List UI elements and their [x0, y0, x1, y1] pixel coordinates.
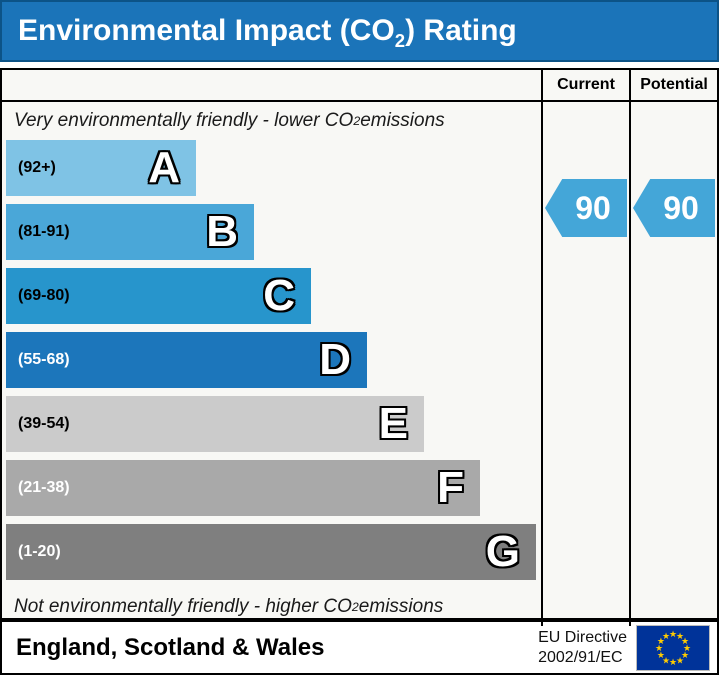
eu-flag-star: ★ [676, 631, 684, 641]
rating-band: (1-20) G [6, 524, 536, 580]
eu-flag-star: ★ [681, 650, 689, 660]
eu-flag-star: ★ [662, 631, 670, 641]
band-letter: D [319, 335, 351, 384]
rating-band: (81-91) B [6, 204, 254, 260]
band-range-label: (55-68) [18, 351, 70, 368]
eu-flag-icon: ★★★★★★★★★★★★ [636, 624, 710, 671]
band-range-label: (69-80) [18, 287, 70, 304]
rating-band: (21-38) F [6, 460, 480, 516]
band-letter: A [148, 143, 180, 192]
eu-flag-star: ★ [676, 655, 684, 665]
band-letter: E [378, 399, 408, 448]
eu-directive-line2: 2002/91/EC [538, 648, 623, 666]
rating-band: (69-80) C [6, 268, 311, 324]
rating-table: Current Potential Very environmentally f… [0, 68, 719, 626]
top-note: Very environmentally friendly - lower CO… [14, 110, 445, 131]
band-letter: B [206, 207, 238, 256]
band-letter: F [437, 463, 464, 512]
current-rating-value: 90 [575, 189, 611, 226]
chart-title-bar: Environmental Impact (CO2) Rating [0, 0, 719, 62]
potential-rating-arrow: 90 [633, 179, 715, 237]
current-rating-arrow: 90 [545, 179, 627, 237]
eu-flag-star: ★ [683, 643, 691, 653]
potential-rating-value: 90 [663, 189, 699, 226]
rating-band: (55-68) D [6, 332, 367, 388]
current-rating-cell: 90 [541, 102, 629, 626]
potential-rating-cell: 90 [629, 102, 717, 626]
eu-flag-star: ★ [669, 657, 677, 667]
header-cell-empty [2, 70, 541, 102]
eu-flag-star: ★ [657, 650, 665, 660]
band-range-label: (39-54) [18, 415, 70, 432]
eu-flag-star: ★ [657, 636, 665, 646]
header-cell-current: Current [541, 70, 629, 102]
chart-title: Environmental Impact (CO2) Rating [18, 14, 517, 51]
band-range-label: (21-38) [18, 479, 70, 496]
region-label: England, Scotland & Wales [16, 633, 325, 661]
band-letter: G [485, 527, 520, 576]
bottom-note: Not environmentally friendly - higher CO… [14, 596, 444, 617]
eu-directive-line1: EU Directive [538, 628, 627, 646]
rating-band: (92+) A [6, 140, 196, 196]
eu-directive-label: EU Directive 2002/91/EC [538, 628, 627, 668]
band-letter: C [263, 271, 295, 320]
eu-flag-star: ★ [662, 655, 670, 665]
header-cell-potential: Potential [629, 70, 717, 102]
rating-band: (39-54) E [6, 396, 424, 452]
band-range-label: (92+) [18, 159, 56, 176]
eu-flag-star: ★ [681, 636, 689, 646]
chart-footer: England, Scotland & Wales EU Directive 2… [0, 620, 719, 675]
band-chart-area: Very environmentally friendly - lower CO… [2, 102, 541, 626]
band-range-label: (1-20) [18, 543, 61, 560]
rating-bands: (92+) A (81-91) B (69-80) C (55-68) D (3… [2, 140, 541, 580]
eu-flag-star: ★ [655, 643, 663, 653]
band-range-label: (81-91) [18, 223, 70, 240]
eu-flag-star: ★ [669, 629, 677, 639]
